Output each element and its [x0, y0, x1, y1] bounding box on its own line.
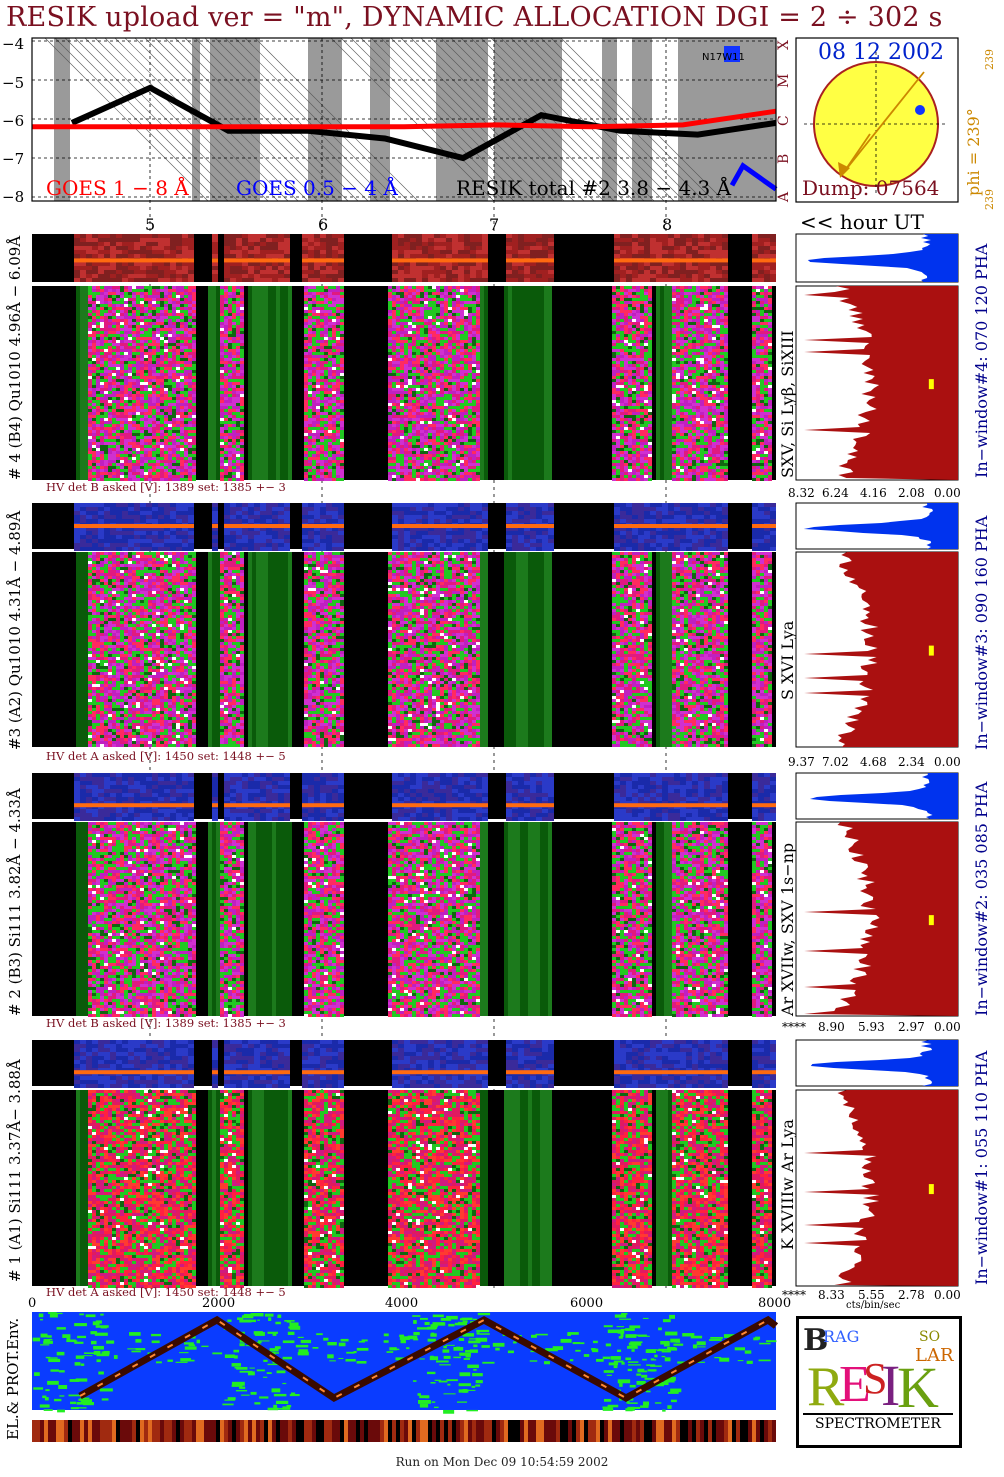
hist-tick: 0.00: [934, 755, 961, 769]
hour-label: 6: [318, 215, 328, 234]
pha-strip-1: [32, 1040, 776, 1088]
window-label-3: In−window#3: 090 160 PHA: [972, 516, 991, 750]
run-timestamp: Run on Mon Dec 09 10:54:59 2002: [0, 1455, 1004, 1469]
goes-long-legend: GOES 1 − 8 Å: [46, 176, 189, 200]
hist-tick: 4.68: [860, 755, 887, 769]
hour-label: 7: [489, 215, 499, 234]
phi-label: phi = 239°: [964, 108, 983, 196]
hist-tick: ****: [782, 1020, 806, 1034]
hist-tick: 0.00: [934, 1288, 961, 1302]
flare-class-x: X: [776, 40, 792, 50]
flare-class-b: B: [776, 154, 792, 164]
pha-histogram-3: [795, 502, 959, 550]
window-label-2: In−window#2: 035 085 PHA: [972, 782, 991, 1016]
spectrogram-2: [32, 822, 776, 1017]
ytick-label: −6: [2, 112, 24, 130]
hist-tick: 2.08: [898, 486, 925, 500]
xtick-label: 8000: [758, 1296, 791, 1311]
pha-histogram-4: [795, 233, 959, 283]
spectrogram-1: [32, 1090, 776, 1288]
region-marker: [724, 46, 740, 62]
sun-date: 08 12 2002: [818, 40, 944, 65]
window-label-1: In−window#1: 055 110 PHA: [972, 1051, 991, 1285]
hist-tick: 8.32: [788, 486, 815, 500]
pha-histogram-1: [795, 1039, 959, 1087]
environment-plot: [32, 1312, 779, 1414]
hist-tick: 8.33: [818, 1288, 845, 1302]
xtick-label: 4000: [385, 1296, 418, 1311]
phi-small: 239: [983, 49, 996, 70]
flare-class-c: C: [776, 115, 792, 126]
hist-tick: 7.02: [822, 755, 849, 769]
ytick-label: −4: [2, 35, 24, 53]
ytick-label: −8: [2, 188, 24, 206]
logo-corner-b: B: [803, 1323, 828, 1358]
line-label-1: K XVIIIw Ar Lya: [778, 1119, 797, 1250]
hist-tick: ****: [782, 1288, 806, 1302]
intensity-histogram-2: [795, 821, 959, 1017]
flare-class-scale: X M C B A: [776, 36, 792, 204]
pha-strip-2: [32, 773, 776, 821]
intensity-histogram-4: [795, 285, 959, 481]
spectrogram-3: [32, 552, 776, 747]
panel-label-4: # 4 (B4) Qu1010 4.96Å − 6.09Å: [6, 236, 24, 480]
panel-label-1: # 1 (A1) Si111 3.37Å− 3.88Å: [6, 1059, 24, 1282]
env-label: EL.& PROT.Env.: [4, 1318, 22, 1440]
flare-class-m: M: [776, 74, 792, 88]
hist-tick: 0.00: [934, 1020, 961, 1034]
hist-tick: 2.97: [898, 1020, 925, 1034]
logo-subtitle: SPECTROMETER: [803, 1413, 953, 1432]
hv-text-3: HV det A asked [V]: 1450 set: 1448 +− 5: [46, 749, 286, 763]
hist-tick: 6.24: [822, 486, 849, 500]
resik-logo: B RAG SO LAR R E S I K SPECTROMETER: [796, 1316, 962, 1448]
hist-tick: 2.34: [898, 755, 925, 769]
hist-tick: 2.78: [898, 1288, 925, 1302]
panel-label-2: # 2 (B3) Si111 3.82Å − 4.33Å: [6, 788, 24, 1016]
line-label-2: Ar XVIIw, SXV 1s−np: [778, 843, 797, 1016]
resik-legend: RESIK total #2 3.8 − 4.3 Å: [456, 176, 731, 200]
page-title: RESIK upload ver = "m", DYNAMIC ALLOCATI…: [6, 2, 943, 33]
panel-label-3: #3 (A2) Qu1010 4.31Å − 4.89Å: [6, 511, 24, 750]
dump-label: Dump: 07564: [802, 176, 939, 200]
hist-unit: cts/bin/sec: [846, 1300, 900, 1311]
hist-tick: 4.16: [860, 486, 887, 500]
hour-label: 5: [145, 215, 155, 234]
xtick-label: 6000: [570, 1296, 603, 1311]
hist-tick: 5.55: [858, 1288, 885, 1302]
intensity-histogram-3: [795, 551, 959, 748]
logo-corner-rag: RAG: [823, 1327, 859, 1346]
ytick-label: −5: [2, 74, 24, 92]
line-label-4: SXV, Si Lyβ, SiXIII: [778, 330, 797, 478]
flare-class-a: A: [776, 192, 792, 202]
logo-letters: R E S I K: [807, 1353, 939, 1420]
hist-tick: 9.37: [788, 755, 815, 769]
hour-axis-label: << hour UT: [800, 210, 924, 234]
xtick-label: 2000: [202, 1296, 235, 1311]
hour-label: 8: [662, 215, 672, 234]
active-region-dot: [915, 105, 925, 115]
region-tag: N17W11: [702, 52, 745, 63]
hist-tick: 5.93: [858, 1020, 885, 1034]
environment-strip: [32, 1420, 776, 1442]
xtick-label: 0: [28, 1296, 36, 1311]
goes-short-legend: GOES 0.5 − 4 Å: [236, 176, 398, 200]
phi-bottom: 239: [983, 189, 996, 210]
window-label-4: In−window#4: 070 120 PHA: [972, 244, 991, 478]
ytick-label: −7: [2, 150, 24, 168]
lightcurve-plot: N17W11: [31, 37, 778, 202]
logo-corner-lar: LAR: [915, 1345, 954, 1366]
hv-text-1: HV det A asked [V]: 1450 set: 1448 +− 5: [46, 1285, 286, 1299]
pha-strip-4: [32, 234, 776, 282]
hist-tick: 0.00: [934, 486, 961, 500]
pha-strip-3: [32, 503, 776, 551]
sun-disc-plot: [795, 37, 959, 203]
hist-tick: 8.90: [818, 1020, 845, 1034]
pha-histogram-2: [795, 772, 959, 820]
hv-text-2: HV det B asked [V]: 1389 set: 1385 +− 3: [46, 1016, 286, 1030]
spectrogram-4: [32, 286, 776, 481]
line-label-3: S XVI Lya: [778, 621, 797, 700]
intensity-histogram-1: [795, 1089, 959, 1287]
hv-text-4: HV det B asked [V]: 1389 set: 1385 +− 3: [46, 480, 286, 494]
logo-corner-so: SO: [919, 1329, 940, 1345]
